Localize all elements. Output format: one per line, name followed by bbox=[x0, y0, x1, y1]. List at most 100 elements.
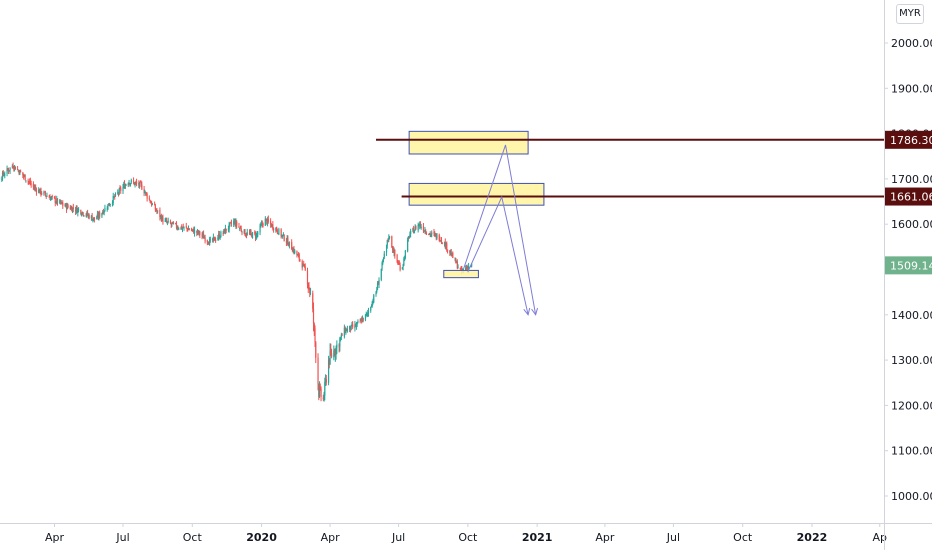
candle-body bbox=[405, 250, 406, 257]
y-tick-label: 1600.00 bbox=[891, 218, 932, 231]
candle-body bbox=[52, 196, 53, 197]
y-tick-label: 1000.00 bbox=[891, 490, 932, 503]
x-tick-label: Apr bbox=[45, 531, 65, 544]
y-tick-label: 1400.00 bbox=[891, 309, 932, 322]
candle-body bbox=[308, 285, 309, 287]
candle-body bbox=[231, 223, 232, 224]
candle-body bbox=[299, 259, 300, 260]
candle-body bbox=[357, 321, 358, 322]
y-tick-label: 2000.00 bbox=[891, 37, 932, 50]
candle-body bbox=[431, 232, 432, 234]
candle-body bbox=[25, 175, 26, 181]
candle-body bbox=[67, 205, 68, 207]
candle-body bbox=[389, 236, 390, 238]
candle-body bbox=[250, 231, 251, 233]
candle-body bbox=[189, 229, 190, 230]
candle-body bbox=[378, 280, 379, 285]
candle-body bbox=[305, 267, 306, 270]
candle-body bbox=[247, 232, 248, 234]
candle-body bbox=[25, 180, 26, 181]
candle-body bbox=[268, 219, 269, 222]
candle-body bbox=[120, 188, 121, 191]
price-tags: 1786.30 1661.06 1509.14 bbox=[885, 131, 932, 275]
candle-body bbox=[436, 235, 437, 238]
x-tick-label: Jul bbox=[391, 531, 405, 544]
candle-body bbox=[447, 250, 448, 251]
candle-body bbox=[178, 229, 179, 230]
candle-body bbox=[394, 250, 395, 256]
candle-body bbox=[104, 208, 105, 212]
x-tick-label: Oct bbox=[458, 531, 478, 544]
currency-badge[interactable]: MYR bbox=[896, 4, 924, 24]
candle-body bbox=[317, 358, 318, 384]
y-tick-label: 1200.00 bbox=[891, 399, 932, 412]
candle-body bbox=[241, 231, 242, 233]
zone-rectangle[interactable] bbox=[409, 183, 544, 205]
candle-body bbox=[133, 181, 134, 182]
x-tick-label: Jul bbox=[115, 531, 129, 544]
candle-body bbox=[410, 231, 411, 234]
candle-body bbox=[110, 204, 111, 205]
candle-body bbox=[452, 253, 453, 258]
candle-body bbox=[277, 230, 278, 233]
path-arrow[interactable] bbox=[468, 197, 528, 315]
candle-body bbox=[262, 224, 263, 225]
level-price-tag-label: 1661.06 bbox=[890, 191, 932, 204]
candle-body bbox=[257, 233, 258, 235]
candle-body bbox=[31, 184, 32, 185]
level-price-tag-label: 1786.30 bbox=[890, 134, 932, 147]
candle-body bbox=[119, 189, 120, 194]
candle-body bbox=[391, 236, 392, 247]
candle-body bbox=[20, 171, 21, 172]
candle-body bbox=[421, 227, 422, 228]
candle-body bbox=[115, 193, 116, 196]
candle-body bbox=[149, 198, 150, 199]
candle-body bbox=[373, 295, 374, 302]
candle-body bbox=[314, 328, 315, 342]
candle-body bbox=[162, 217, 163, 222]
zones bbox=[409, 131, 544, 277]
candle-body bbox=[41, 193, 42, 194]
candle-body bbox=[252, 232, 253, 238]
candle-body bbox=[347, 329, 348, 332]
candle-body bbox=[313, 309, 314, 323]
zone-rectangle[interactable] bbox=[444, 270, 479, 277]
candle-body bbox=[199, 232, 200, 235]
candle-body bbox=[331, 354, 332, 357]
candle-body bbox=[141, 184, 142, 189]
zone-rectangle[interactable] bbox=[409, 131, 528, 154]
candle-body bbox=[315, 342, 316, 357]
candle-body bbox=[168, 221, 169, 222]
path-arrow[interactable] bbox=[463, 145, 535, 315]
candle-body bbox=[226, 229, 227, 231]
candle-body bbox=[336, 345, 337, 348]
candle-body bbox=[284, 235, 285, 241]
candle-body bbox=[415, 226, 416, 229]
candle-body bbox=[320, 389, 321, 398]
candle-body bbox=[78, 210, 79, 211]
x-tick-label: Apr bbox=[595, 531, 615, 544]
candle-body bbox=[446, 243, 447, 250]
candle-body bbox=[57, 199, 58, 204]
candle-body bbox=[9, 168, 10, 171]
candle-body bbox=[400, 265, 401, 270]
candle-body bbox=[238, 226, 239, 227]
candle-body bbox=[45, 192, 46, 195]
y-axis[interactable]: 2000.001900.001800.001700.001600.001500.… bbox=[884, 0, 932, 550]
candle-body bbox=[210, 239, 211, 240]
x-tick-label: Jul bbox=[666, 531, 680, 544]
last-price-tag-label: 1509.14 bbox=[890, 259, 932, 272]
candle-body bbox=[342, 335, 343, 336]
candle-body bbox=[294, 250, 295, 253]
candle-body bbox=[99, 213, 100, 217]
candle-body bbox=[307, 271, 308, 285]
x-tick-label: Apr bbox=[321, 531, 341, 544]
candle-body bbox=[289, 241, 290, 245]
candle-body bbox=[152, 204, 153, 205]
candle-body bbox=[136, 182, 137, 184]
candle-body bbox=[215, 240, 216, 241]
candle-body bbox=[352, 325, 353, 328]
